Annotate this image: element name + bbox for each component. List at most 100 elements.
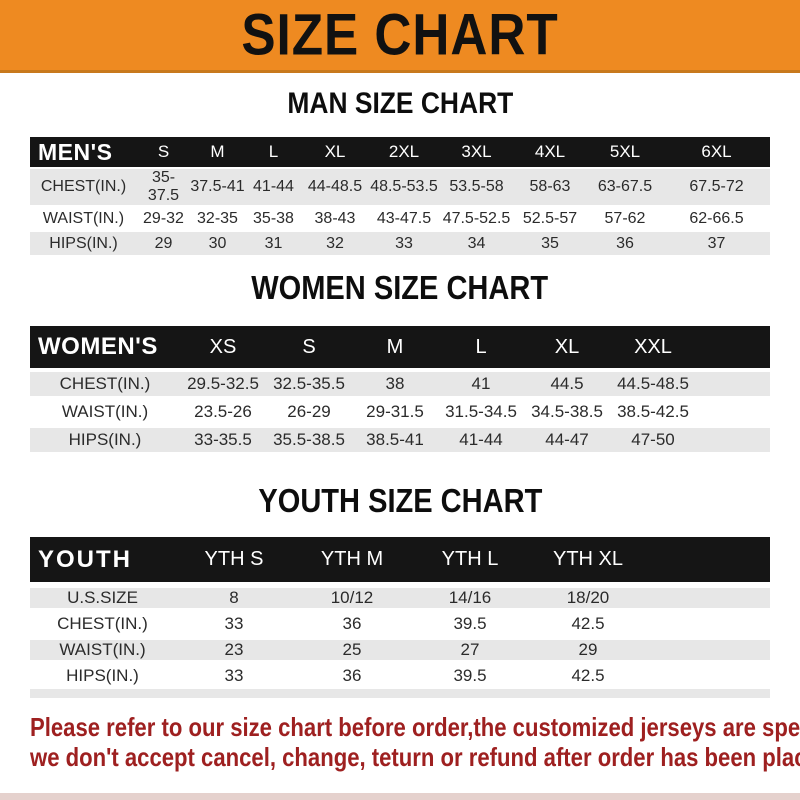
table-header-row: YOUTH YTH S YTH M YTH L YTH XL [30, 537, 770, 582]
size-header-cell: 3XL [461, 142, 492, 161]
size-header-cell: XS [209, 335, 237, 358]
data-cell: 37 [663, 230, 770, 255]
data-cell: 35-37.5 [137, 167, 190, 205]
men-size-table: MEN'S S M L XL 2XL 3XL 4XL 5XL 6XL CHEST… [30, 137, 770, 255]
data-cell: 62-66.5 [663, 205, 770, 230]
data-cell: 43-47.5 [368, 205, 440, 230]
disclaimer-text: Please refer to our size chart before or… [30, 712, 800, 772]
data-cell: 23.5-26 [180, 396, 266, 424]
filler-cell [696, 396, 770, 424]
data-cell: 34 [440, 230, 513, 255]
data-cell: 23 [175, 634, 293, 660]
data-cell: 39.5 [411, 608, 529, 634]
filler-cell [696, 326, 770, 368]
size-header-cell: YTH XL [552, 548, 624, 570]
data-cell: 41-44 [245, 167, 302, 205]
data-cell: 29-32 [137, 205, 190, 230]
data-cell: 14/16 [411, 582, 529, 608]
data-cell: 35 [513, 230, 587, 255]
data-cell: 38.5-42.5 [610, 396, 696, 424]
size-header-cell: 4XL [534, 142, 566, 161]
filler-cell [647, 660, 770, 686]
table-row: CHEST(IN.) 35-37.5 37.5-41 41-44 44-48.5… [30, 167, 770, 205]
data-cell: 10/12 [293, 582, 411, 608]
table-row: HIPS(IN.) 33-35.5 35.5-38.5 38.5-41 41-4… [30, 424, 770, 452]
data-cell: 35.5-38.5 [266, 424, 352, 452]
table-header-row: MEN'S S M L XL 2XL 3XL 4XL 5XL 6XL [30, 137, 770, 167]
data-cell: 63-67.5 [587, 167, 663, 205]
data-cell: 44.5-48.5 [610, 368, 696, 396]
data-cell: 32.5-35.5 [266, 368, 352, 396]
bottom-edge-strip [0, 793, 800, 800]
data-cell: 38.5-41 [352, 424, 438, 452]
data-cell: 47-50 [610, 424, 696, 452]
size-header-cell: XL [554, 335, 580, 358]
data-cell: 37.5-41 [190, 167, 245, 205]
women-section-title: WOMEN SIZE CHART [251, 269, 549, 306]
data-cell: 39.5 [411, 660, 529, 686]
size-header-cell: YTH S [204, 548, 264, 570]
table-header-row: WOMEN'S XS S M L XL XXL [30, 326, 770, 368]
table-bottom-strip [30, 689, 770, 698]
youth-size-table: YOUTH YTH S YTH M YTH L YTH XL U.S.SIZE … [30, 537, 770, 686]
filler-cell [696, 424, 770, 452]
data-cell: 52.5-57 [513, 205, 587, 230]
data-cell: 29.5-32.5 [180, 368, 266, 396]
data-cell: 34.5-38.5 [524, 396, 610, 424]
table-row: HIPS(IN.) 33 36 39.5 42.5 [30, 660, 770, 686]
table-row: CHEST(IN.) 33 36 39.5 42.5 [30, 608, 770, 634]
table-corner-label: MEN'S [38, 138, 113, 165]
data-cell: 8 [175, 582, 293, 608]
row-label: WAIST(IN.) [30, 634, 175, 660]
size-chart-banner: SIZE CHART [0, 0, 800, 73]
data-cell: 31 [245, 230, 302, 255]
data-cell: 67.5-72 [663, 167, 770, 205]
size-header-cell: 5XL [609, 142, 641, 161]
data-cell: 26-29 [266, 396, 352, 424]
size-header-cell: L [475, 335, 487, 358]
man-section-title: MAN SIZE CHART [287, 87, 513, 120]
size-header-cell: M [386, 335, 404, 358]
row-label: HIPS(IN.) [30, 230, 137, 255]
size-header-cell: YTH M [320, 548, 384, 570]
data-cell: 18/20 [529, 582, 647, 608]
size-header-cell: 2XL [388, 142, 420, 161]
data-cell: 44-48.5 [302, 167, 368, 205]
disclaimer-line-2: we don't accept cancel, change, teturn o… [30, 742, 800, 772]
banner-title: SIZE CHART [241, 2, 559, 68]
filler-cell [647, 608, 770, 634]
data-cell: 32-35 [190, 205, 245, 230]
data-cell: 33 [368, 230, 440, 255]
data-cell: 38-43 [302, 205, 368, 230]
data-cell: 48.5-53.5 [368, 167, 440, 205]
data-cell: 41-44 [438, 424, 524, 452]
row-label: CHEST(IN.) [30, 167, 137, 205]
row-label: HIPS(IN.) [30, 660, 175, 686]
data-cell: 38 [352, 368, 438, 396]
row-label: WAIST(IN.) [30, 205, 137, 230]
data-cell: 31.5-34.5 [438, 396, 524, 424]
size-header-cell: YTH L [441, 548, 499, 570]
data-cell: 36 [293, 660, 411, 686]
data-cell: 36 [293, 608, 411, 634]
data-cell: 44-47 [524, 424, 610, 452]
size-header-cell: 6XL [701, 142, 732, 161]
data-cell: 53.5-58 [440, 167, 513, 205]
row-label: HIPS(IN.) [30, 424, 180, 452]
row-label: WAIST(IN.) [30, 396, 180, 424]
data-cell: 32 [302, 230, 368, 255]
data-cell: 33 [175, 660, 293, 686]
data-cell: 27 [411, 634, 529, 660]
row-label: U.S.SIZE [30, 582, 175, 608]
table-row: WAIST(IN.) 23 25 27 29 [30, 634, 770, 660]
table-corner-label: WOMEN'S [38, 333, 158, 360]
table-row: WAIST(IN.) 23.5-26 26-29 29-31.5 31.5-34… [30, 396, 770, 424]
size-header-cell: L [268, 142, 279, 161]
data-cell: 33 [175, 608, 293, 634]
data-cell: 29 [529, 634, 647, 660]
table-row: CHEST(IN.) 29.5-32.5 32.5-35.5 38 41 44.… [30, 368, 770, 396]
data-cell: 30 [190, 230, 245, 255]
data-cell: 36 [587, 230, 663, 255]
data-cell: 29 [137, 230, 190, 255]
data-cell: 41 [438, 368, 524, 396]
